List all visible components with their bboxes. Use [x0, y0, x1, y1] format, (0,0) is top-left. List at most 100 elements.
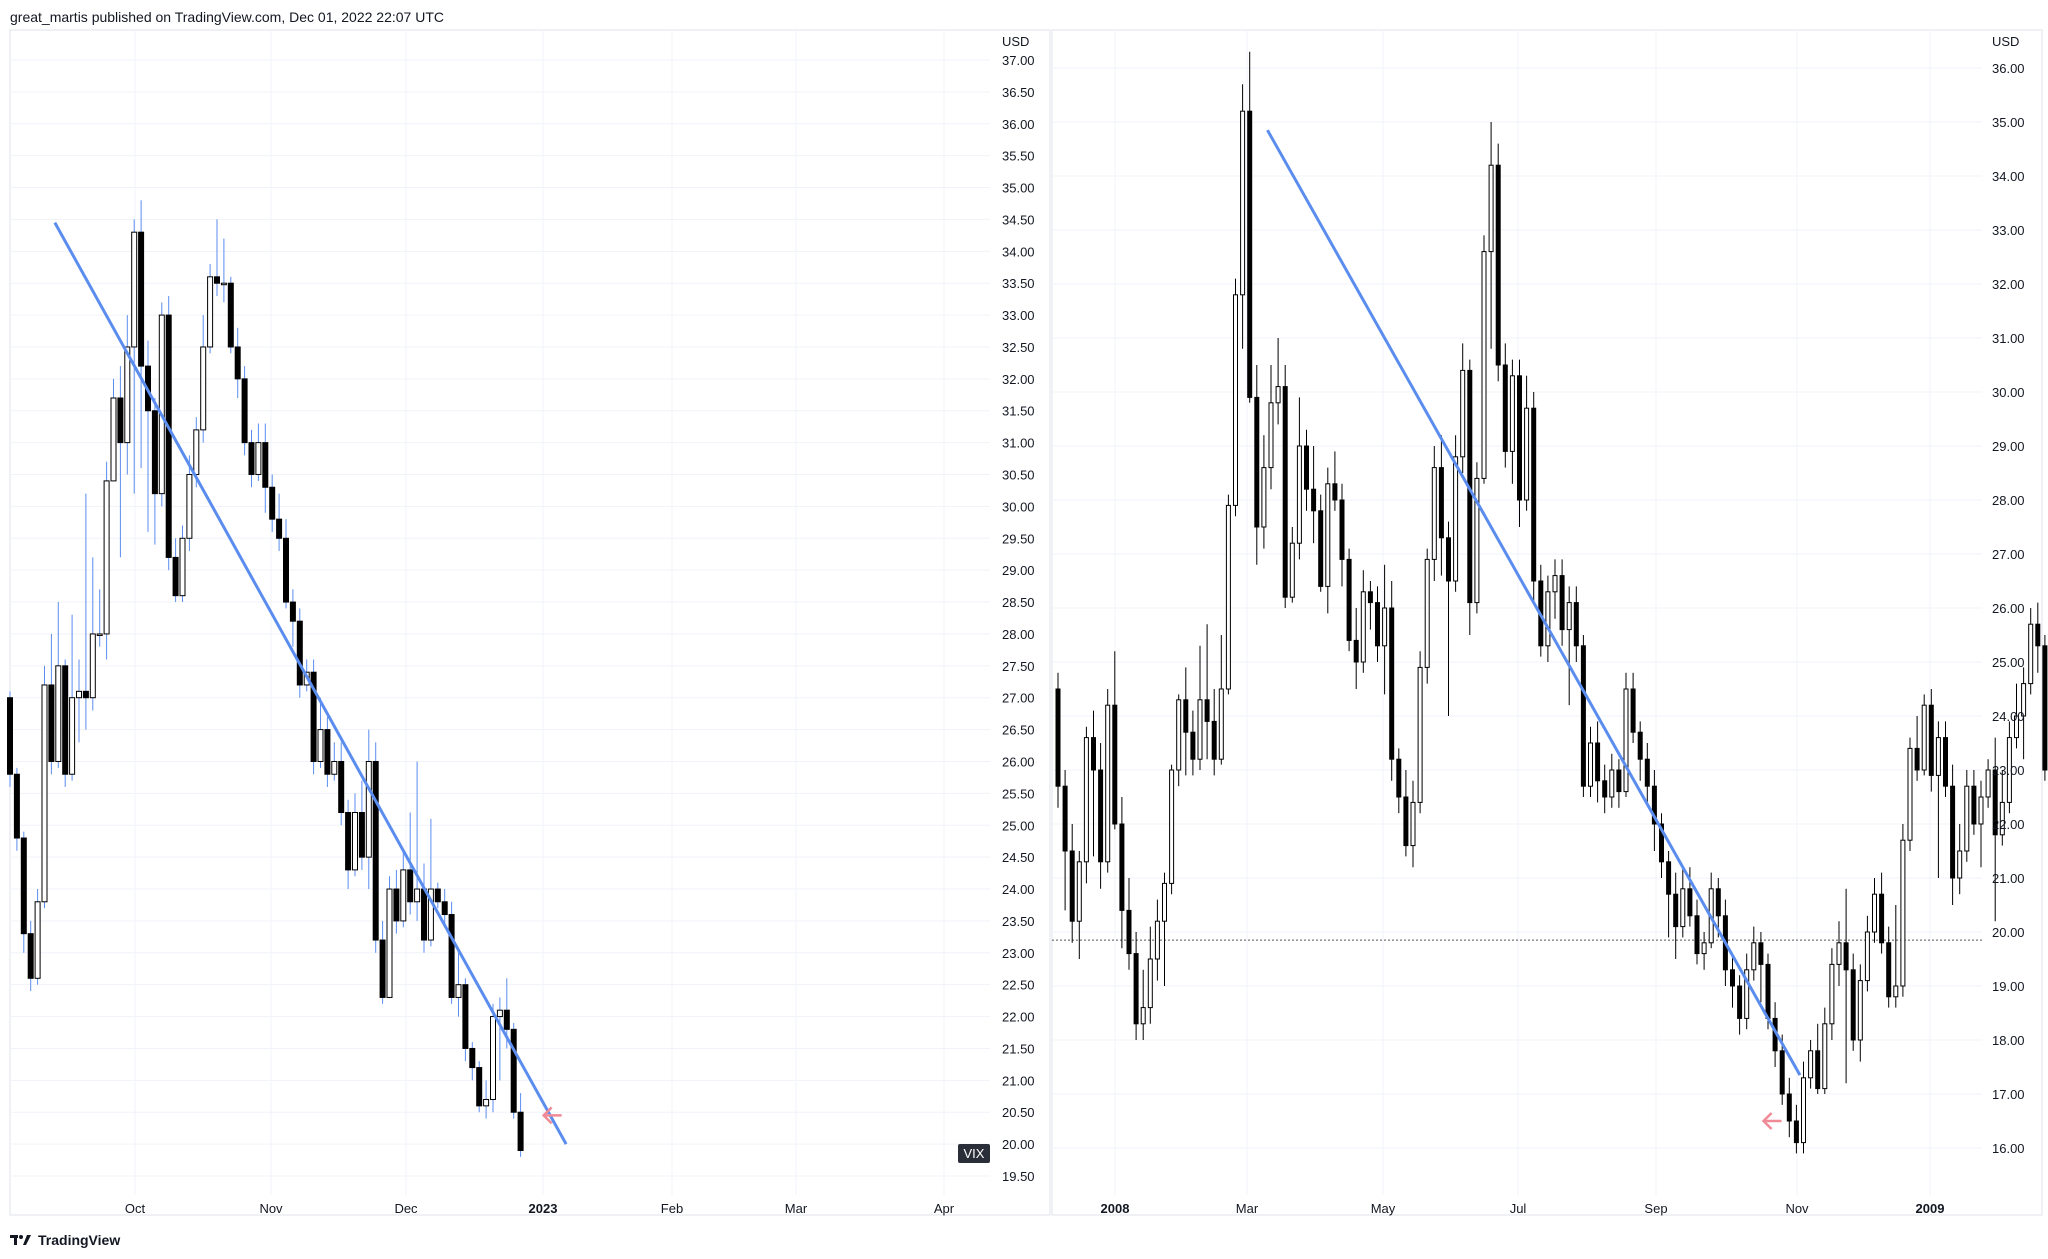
candle-body: [1857, 980, 1863, 1041]
candle-body: [407, 869, 414, 903]
candle-body: [1453, 456, 1459, 582]
candle-body: [1169, 769, 1175, 884]
candle: [262, 423, 269, 513]
candle: [1644, 743, 1650, 803]
candle: [1907, 737, 1913, 851]
candle: [1815, 1023, 1821, 1094]
candle-body: [1396, 758, 1402, 798]
y-tick-label: 24.00: [1002, 882, 1035, 897]
y-tick-label: 30.00: [1992, 385, 2025, 400]
candle: [1609, 753, 1615, 808]
candle: [1169, 764, 1175, 895]
candle: [1076, 851, 1082, 959]
candle: [1879, 872, 1885, 954]
left-price-axis[interactable]: 37.00 36.50 36.00 35.50 35.00 34.50 34.00 33.50…: [1002, 53, 1035, 1184]
y-tick-label: 36.50: [1002, 85, 1035, 100]
x-tick-label: Sep: [1644, 1201, 1667, 1216]
candle: [1992, 737, 1998, 922]
y-tick-label: 21.00: [1992, 871, 2025, 886]
candle: [1424, 548, 1430, 684]
candle: [1921, 694, 1927, 776]
candle-body: [1950, 785, 1956, 879]
right-time-axis[interactable]: 2008 Mar May Jul Sep Nov 2009: [1101, 1201, 1945, 1216]
left-candles: [7, 200, 524, 1157]
candle: [421, 863, 427, 953]
candle-body: [1247, 110, 1253, 398]
x-tick-label: Feb: [661, 1201, 683, 1216]
candle: [1261, 435, 1267, 549]
y-tick-label: 20.00: [1992, 925, 2025, 940]
candle: [269, 474, 276, 532]
candle: [1069, 824, 1075, 943]
y-tick-label: 32.00: [1992, 277, 2025, 292]
candle-body: [1325, 483, 1331, 587]
tradingview-logo-icon: [10, 1235, 31, 1245]
y-tick-label: 30.00: [1002, 499, 1035, 514]
candle-body: [2021, 683, 2027, 717]
candle: [1659, 813, 1664, 878]
left-time-axis[interactable]: Oct Nov Dec 2023 Feb Mar Apr: [125, 1201, 955, 1216]
candle: [1311, 446, 1317, 544]
candle-body: [1154, 920, 1160, 960]
candle-body: [1928, 704, 1934, 776]
candle-body: [214, 276, 220, 284]
candle-body: [82, 690, 89, 699]
candle: [1318, 494, 1324, 592]
y-tick-label: 34.00: [1002, 244, 1035, 259]
candle: [1850, 953, 1856, 1051]
left-chart-pane[interactable]: 37.00 36.50 36.00 35.50 35.00 34.50 34.00 33.50…: [7, 29, 1051, 1216]
left-trendline[interactable]: [53, 221, 568, 1145]
candle-body: [1218, 688, 1224, 760]
candle-body: [138, 231, 145, 367]
candle-body: [1346, 558, 1352, 641]
candle-body: [1091, 737, 1096, 771]
candle: [1133, 932, 1139, 1040]
y-tick-label: 27.50: [1002, 659, 1035, 674]
candle: [186, 455, 193, 552]
right-price-axis[interactable]: 36.00 35.00 34.00 33.00 32.00 31.00 30.00 29.00…: [1992, 61, 2025, 1156]
candle-body: [414, 888, 421, 903]
candle-body: [1907, 747, 1913, 841]
candle-body: [1197, 699, 1203, 760]
candle: [1666, 851, 1672, 938]
candle: [1062, 770, 1068, 911]
y-tick-label: 20.50: [1002, 1105, 1035, 1120]
candle: [1737, 975, 1743, 1035]
y-tick-label: 28.50: [1002, 595, 1035, 610]
candle: [1886, 926, 1892, 1008]
candle-body: [1687, 888, 1693, 917]
candle: [1751, 926, 1757, 981]
candle: [62, 659, 69, 787]
candle-body: [1332, 483, 1338, 501]
candle: [227, 276, 234, 354]
x-tick-label: Dec: [394, 1201, 418, 1216]
candle: [1055, 672, 1061, 808]
candle-body: [1438, 467, 1444, 539]
candle: [1552, 559, 1558, 619]
candle-body: [1382, 607, 1388, 647]
candle: [55, 602, 62, 768]
candle: [1836, 921, 1842, 986]
left-pane-border: [9, 29, 1051, 1216]
candle-body: [1637, 731, 1643, 760]
candle-body: [1105, 704, 1111, 863]
candle-body: [41, 684, 48, 903]
right-trendline[interactable]: [1266, 129, 1802, 1076]
candle: [1758, 932, 1764, 1003]
candle: [2035, 602, 2041, 673]
candle: [1531, 392, 1537, 603]
candle-body: [1623, 688, 1629, 793]
candle: [1616, 759, 1622, 808]
candle: [1446, 521, 1451, 716]
candle-body: [1616, 769, 1622, 793]
candle-body: [1992, 769, 1998, 836]
charts-area: 37.00 36.50 36.00 35.50 35.00 34.50 34.00 33.50…: [7, 29, 2048, 1216]
candle-body: [1474, 477, 1480, 604]
candle: [207, 264, 214, 354]
candle-body: [483, 1098, 490, 1107]
right-chart-pane[interactable]: 36.00 35.00 34.00 33.00 32.00 31.00 30.00 29.00…: [1051, 29, 2048, 1216]
candle-body: [186, 474, 193, 539]
candle-body: [1659, 823, 1664, 863]
candle-body: [1069, 850, 1075, 922]
right-grid: [1052, 30, 1982, 1195]
